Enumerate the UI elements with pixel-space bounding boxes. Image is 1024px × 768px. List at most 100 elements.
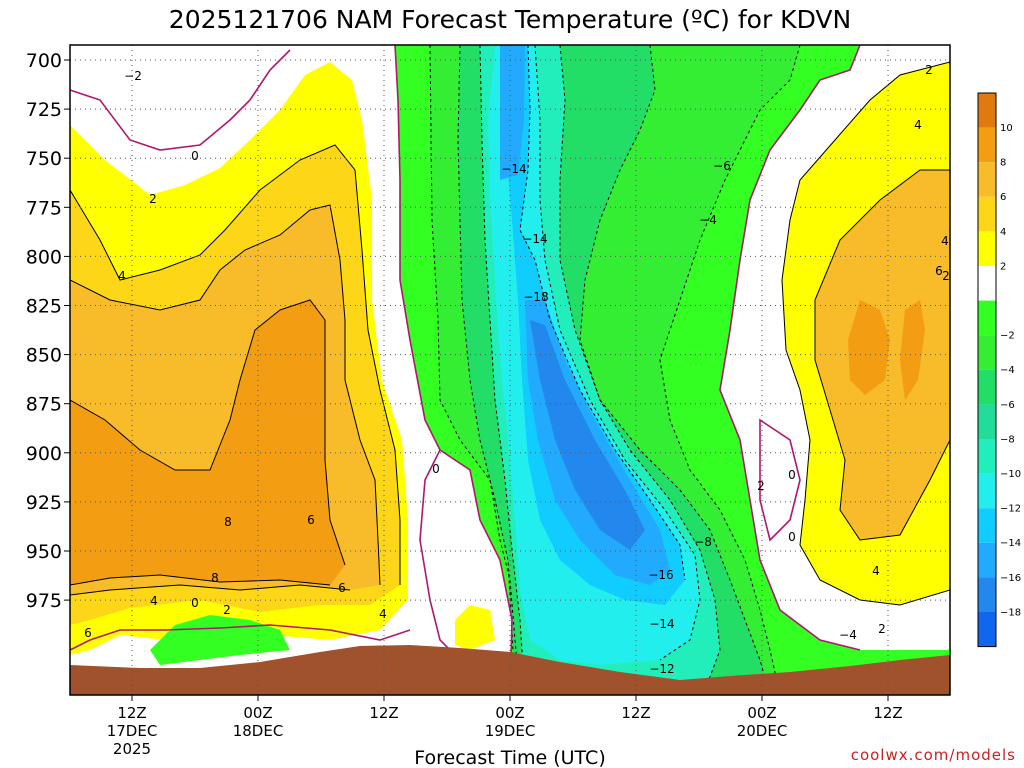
colorbar-swatch xyxy=(978,335,996,370)
contour-label: 2 xyxy=(223,603,231,617)
colorbar-swatch xyxy=(978,612,996,647)
contour-label: −6 xyxy=(713,159,731,173)
contour-label: 8 xyxy=(211,571,219,585)
contour-label: 0 xyxy=(788,468,796,482)
contour-label: −14 xyxy=(501,162,526,176)
contour-label: −14 xyxy=(649,617,674,631)
y-tick-label: 775 xyxy=(26,197,62,219)
warm-pocket-low-mid xyxy=(455,605,495,650)
colorbar-frame xyxy=(977,92,997,648)
x-tick-label: 00Z xyxy=(243,704,272,722)
contour-label: 0 xyxy=(788,530,796,544)
x-tick-label: 20DEC xyxy=(737,722,788,740)
contour-label: −12 xyxy=(649,662,674,676)
colorbar-swatch xyxy=(978,196,996,232)
contour-label: 8 xyxy=(224,515,232,529)
contour-label: 2 xyxy=(942,269,950,283)
x-tick-label: 12Z xyxy=(873,704,902,722)
x-axis-label: Forecast Time (UTC) xyxy=(414,747,605,768)
colorbar-swatch xyxy=(978,404,996,439)
contour-label: −2 xyxy=(124,69,142,83)
y-tick-label: 700 xyxy=(26,50,62,72)
freezing-line-contours xyxy=(70,45,861,695)
contour-label: 0 xyxy=(191,596,199,610)
contour-label: 2 xyxy=(757,479,765,493)
contour-label: 4 xyxy=(118,269,126,283)
colorbar-swatch xyxy=(978,266,996,301)
contour-label: 4 xyxy=(872,564,880,578)
x-tick-label: 12Z xyxy=(117,704,146,722)
contour-labels: −2 0 2 4 8 6 8 6 4 0 2 4 6 0 −14 −14 −18 −6 −4 −8 −16 −14 −12 −… xyxy=(84,63,950,676)
contour-label: −16 xyxy=(648,568,673,582)
y-tick-label: 750 xyxy=(26,148,62,170)
y-tick-label: 900 xyxy=(26,443,62,465)
colorbar-label: −2 xyxy=(1000,331,1015,342)
grid xyxy=(70,45,950,695)
y-axis: 700 725 750 775 800 825 850 875 900 925 950 975 xyxy=(26,50,70,612)
colorbar-swatch xyxy=(978,439,996,474)
cold-pocket-low-left xyxy=(150,615,290,665)
contour-label: −14 xyxy=(522,232,547,246)
colorbar-swatch xyxy=(978,231,996,266)
cold-region-m18c xyxy=(500,45,670,585)
cold-region-m20c xyxy=(530,320,645,550)
credit-link[interactable]: coolwx.com/models xyxy=(851,746,1016,764)
x-tick-label: 12Z xyxy=(621,704,650,722)
colorbar-label: −10 xyxy=(1000,469,1021,480)
contour-label: 6 xyxy=(935,264,943,278)
colorbar-label: −6 xyxy=(1000,400,1015,411)
y-tick-label: 875 xyxy=(26,394,62,416)
colorbar-label: −8 xyxy=(1000,434,1015,445)
y-tick-label: 825 xyxy=(26,296,62,318)
colorbar-label: 10 xyxy=(1000,123,1013,134)
contour-label: 0 xyxy=(432,462,440,476)
colorbar-swatch xyxy=(978,127,996,163)
contour-label: 6 xyxy=(338,581,346,595)
contour-label: 4 xyxy=(379,607,387,621)
y-tick-label: 950 xyxy=(26,541,62,563)
colorbar-swatch xyxy=(978,542,996,578)
contour-label: 6 xyxy=(84,626,92,640)
contour-label: −4 xyxy=(839,628,857,642)
contour-label: −4 xyxy=(699,213,717,227)
colorbar-swatch xyxy=(978,577,996,612)
x-tick-label: 17DEC xyxy=(107,722,158,740)
colorbar-label: −4 xyxy=(1000,365,1015,376)
x-tick-label: 00Z xyxy=(747,704,776,722)
colorbar-swatch xyxy=(978,473,996,509)
contour-label: 4 xyxy=(914,118,922,132)
contour-label: 2 xyxy=(925,63,933,77)
colorbar-label: 6 xyxy=(1000,192,1006,203)
contour-label: 6 xyxy=(307,513,315,527)
colorbar-label: −14 xyxy=(1000,538,1021,549)
colorbar-label: −12 xyxy=(1000,504,1021,515)
colorbar-label: 4 xyxy=(1000,227,1006,238)
warm-region-right-6c xyxy=(848,300,890,395)
warm-region-left-8c xyxy=(70,300,345,585)
colorbar-label: −18 xyxy=(1000,607,1021,618)
colorbar-swatch xyxy=(978,369,996,405)
y-tick-label: 975 xyxy=(26,590,62,612)
y-tick-label: 850 xyxy=(26,345,62,367)
contour-label: 0 xyxy=(191,149,199,163)
chart-title: 2025121706 NAM Forecast Temperature (ºC)… xyxy=(169,5,851,34)
colorbar: 10 8 6 4 2 −2 −4 −6 −8 −10 −12 −14 −16 −18 xyxy=(977,92,1021,648)
x-tick-label: 18DEC xyxy=(233,722,284,740)
warm-region-right-6c-b xyxy=(900,300,925,400)
contour-label: 2 xyxy=(149,192,157,206)
plot-area xyxy=(70,45,950,695)
colorbar-swatch xyxy=(978,300,996,336)
colorbar-swatch xyxy=(978,93,996,128)
y-tick-label: 925 xyxy=(26,492,62,514)
y-tick-label: 725 xyxy=(26,99,62,121)
x-tick-label: 00Z xyxy=(495,704,524,722)
y-tick-label: 800 xyxy=(26,246,62,268)
x-tick-label: 2025 xyxy=(113,740,151,758)
colorbar-label: −16 xyxy=(1000,573,1021,584)
contour-label: −18 xyxy=(523,290,548,304)
colorbar-label: 8 xyxy=(1000,158,1006,169)
colorbar-label: 2 xyxy=(1000,261,1006,272)
x-tick-label: 12Z xyxy=(369,704,398,722)
colorbar-swatch xyxy=(978,162,996,197)
